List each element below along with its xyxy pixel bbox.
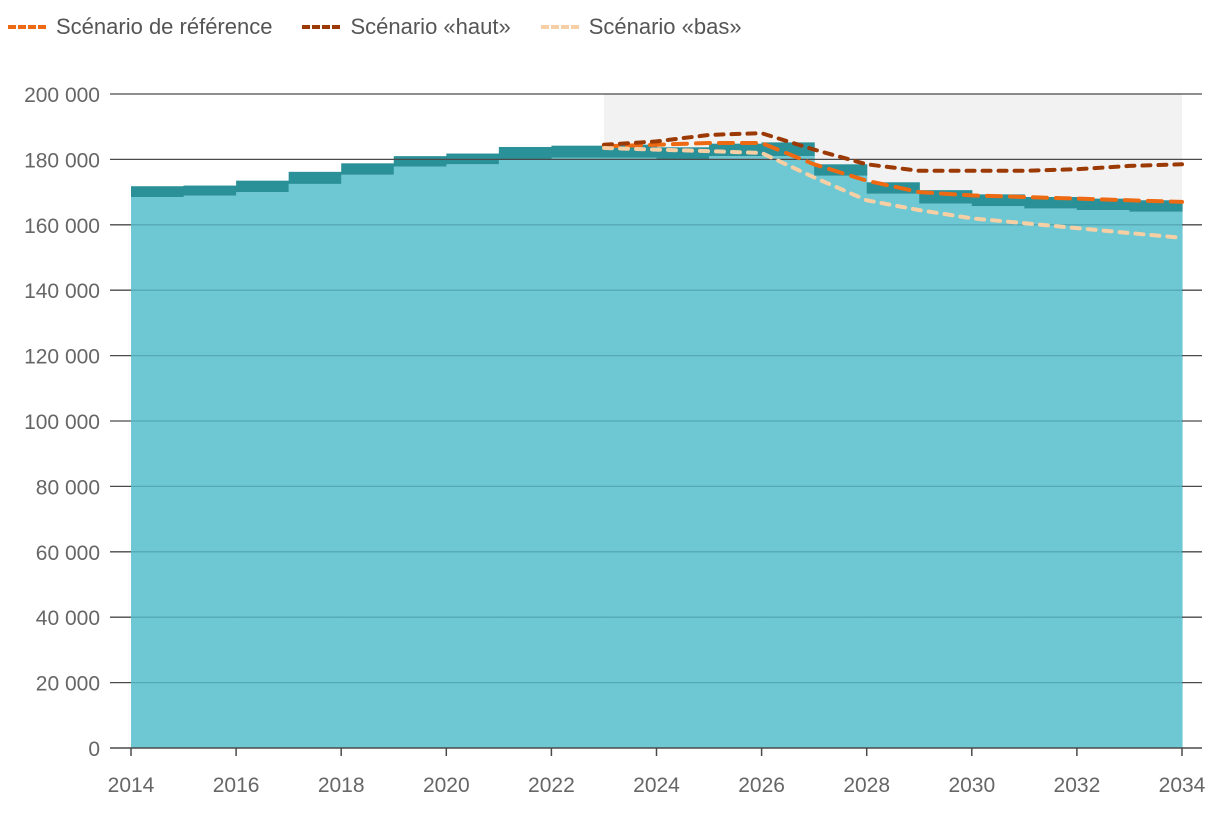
top-band-2021 [498, 146, 552, 160]
base-bar-2016 [236, 192, 290, 749]
base-bar-2017 [288, 183, 342, 749]
base-bar-2014 [131, 197, 185, 748]
top-band-2019 [393, 156, 447, 167]
y-tick-label-6: 120 000 [24, 346, 100, 369]
line-reference [602, 141, 1184, 204]
base-bar-2029 [919, 203, 973, 749]
legend-label-bas: Scénario «bas» [588, 14, 742, 39]
base-bar-2018 [341, 174, 395, 749]
y-tick-label-3: 60 000 [36, 542, 100, 565]
base-bar-2024 [656, 159, 710, 748]
line-haut [602, 131, 1184, 173]
top-band-2017 [288, 171, 342, 184]
legend-item-bas[interactable]: Scénario «bas» [540, 14, 742, 40]
legend-swatch-reference [8, 25, 46, 29]
base-bar-2026 [761, 156, 815, 748]
base-bar-2027 [814, 175, 868, 748]
top-band-2022 [551, 145, 605, 158]
x-tick-label-2024: 2024 [633, 774, 680, 797]
x-tick-label-2022: 2022 [528, 774, 575, 797]
y-tick-label-8: 160 000 [24, 215, 100, 238]
base-bar-2019 [393, 166, 447, 748]
top-band-2015 [183, 185, 237, 196]
legend-swatch-haut [302, 25, 341, 29]
y-tick-label-7: 140 000 [24, 280, 100, 303]
line-bas [602, 146, 1184, 240]
top-band-2014 [131, 186, 185, 198]
x-tick-label-2018: 2018 [318, 774, 365, 797]
base-bar-2028 [866, 193, 920, 749]
y-tick-label-5: 100 000 [24, 411, 100, 434]
legend-label-haut: Scénario «haut» [350, 14, 511, 39]
base-bar-2023 [603, 157, 658, 748]
base-bar-2031 [1024, 208, 1078, 748]
x-tick-label-2020: 2020 [423, 774, 470, 797]
legend: Scénario de référence Scénario «haut» Sc… [8, 10, 772, 44]
top-band-2027 [814, 164, 868, 176]
top-band-2028 [866, 182, 920, 194]
legend-swatch-bas [540, 25, 579, 29]
x-tick-label-2026: 2026 [738, 774, 785, 797]
y-tick-label-1: 20 000 [36, 673, 100, 696]
top-band-2031 [1024, 197, 1078, 209]
top-band-2033 [1129, 200, 1183, 212]
y-tick-label-2: 40 000 [36, 607, 100, 630]
y-tick-label-9: 180 000 [24, 149, 100, 172]
legend-item-haut[interactable]: Scénario «haut» [302, 14, 511, 40]
base-bar-2032 [1076, 210, 1131, 748]
x-tick-label-2016: 2016 [213, 774, 260, 797]
base-bar-2025 [709, 156, 763, 748]
base-bar-2022 [551, 157, 605, 748]
base-bar-2020 [446, 164, 500, 748]
x-tick-label-2014: 2014 [108, 774, 155, 797]
legend-label-reference: Scénario de référence [56, 14, 273, 39]
y-tick-label-0: 0 [88, 738, 100, 761]
base-bar-2015 [183, 195, 237, 748]
base-bar-2021 [498, 159, 552, 748]
x-tick-label-2028: 2028 [843, 774, 890, 797]
top-band-2030 [971, 194, 1025, 207]
base-bar-2033 [1129, 211, 1183, 749]
top-band-2032 [1076, 198, 1131, 211]
y-tick-label-4: 80 000 [36, 476, 100, 499]
top-band-2018 [341, 163, 395, 175]
x-tick-label-2030: 2030 [948, 774, 995, 797]
x-tick-label-2034: 2034 [1159, 774, 1206, 797]
legend-item-reference[interactable]: Scénario de référence [8, 14, 272, 40]
base-bar-2030 [971, 206, 1025, 748]
y-tick-label-10: 200 000 [24, 84, 100, 107]
top-band-2016 [236, 180, 290, 193]
x-tick-label-2032: 2032 [1054, 774, 1101, 797]
